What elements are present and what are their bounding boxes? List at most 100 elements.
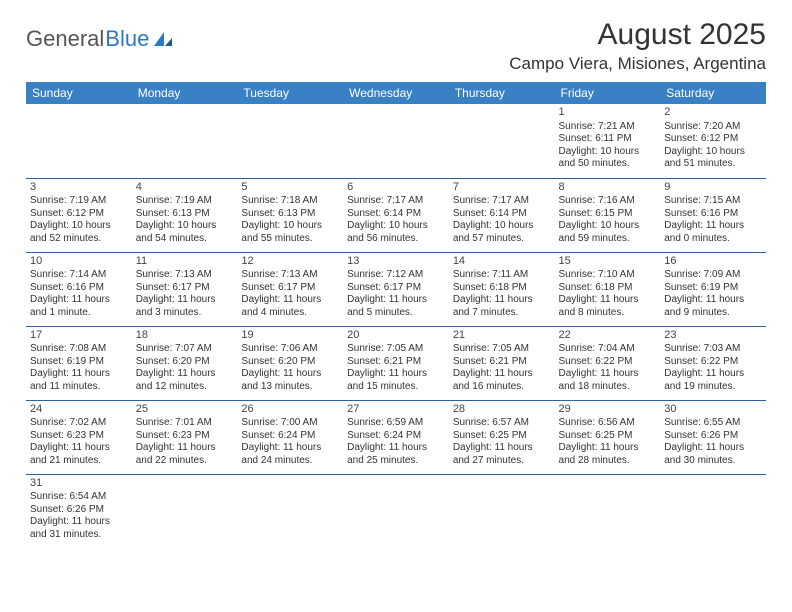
daylight-text: and 55 minutes. <box>241 233 339 246</box>
sunrise-text: Sunrise: 6:55 AM <box>664 417 762 430</box>
sunrise-text: Sunrise: 7:17 AM <box>453 195 551 208</box>
daylight-text: and 12 minutes. <box>136 381 234 394</box>
sunrise-text: Sunrise: 7:06 AM <box>241 343 339 356</box>
daylight-text: Daylight: 11 hours <box>30 442 128 455</box>
daylight-text: and 3 minutes. <box>136 307 234 320</box>
day-number: 9 <box>664 181 762 195</box>
daylight-text: Daylight: 11 hours <box>136 442 234 455</box>
daylight-text: and 11 minutes. <box>30 381 128 394</box>
daylight-text: Daylight: 11 hours <box>347 442 445 455</box>
daylight-text: Daylight: 10 hours <box>241 220 339 233</box>
sunset-text: Sunset: 6:25 PM <box>453 430 551 443</box>
daylight-text: Daylight: 11 hours <box>559 368 657 381</box>
daylight-text: Daylight: 11 hours <box>664 442 762 455</box>
daylight-text: and 13 minutes. <box>241 381 339 394</box>
calendar-cell: 26Sunrise: 7:00 AMSunset: 6:24 PMDayligh… <box>237 400 343 474</box>
daylight-text: Daylight: 11 hours <box>30 294 128 307</box>
daylight-text: Daylight: 11 hours <box>241 368 339 381</box>
calendar-cell: 27Sunrise: 6:59 AMSunset: 6:24 PMDayligh… <box>343 400 449 474</box>
day-number: 5 <box>241 181 339 195</box>
weekday-header: Monday <box>132 82 238 104</box>
sunset-text: Sunset: 6:14 PM <box>453 208 551 221</box>
sunrise-text: Sunrise: 6:59 AM <box>347 417 445 430</box>
sunset-text: Sunset: 6:19 PM <box>664 282 762 295</box>
sunset-text: Sunset: 6:17 PM <box>347 282 445 295</box>
daylight-text: and 15 minutes. <box>347 381 445 394</box>
daylight-text: and 9 minutes. <box>664 307 762 320</box>
sunrise-text: Sunrise: 6:56 AM <box>559 417 657 430</box>
day-number: 25 <box>136 403 234 417</box>
calendar-cell: 10Sunrise: 7:14 AMSunset: 6:16 PMDayligh… <box>26 252 132 326</box>
daylight-text: Daylight: 11 hours <box>347 368 445 381</box>
calendar-cell: 30Sunrise: 6:55 AMSunset: 6:26 PMDayligh… <box>660 400 766 474</box>
calendar-cell: 12Sunrise: 7:13 AMSunset: 6:17 PMDayligh… <box>237 252 343 326</box>
sunrise-text: Sunrise: 7:21 AM <box>559 121 657 134</box>
daylight-text: and 24 minutes. <box>241 455 339 468</box>
daylight-text: Daylight: 10 hours <box>453 220 551 233</box>
sunset-text: Sunset: 6:12 PM <box>664 133 762 146</box>
daylight-text: Daylight: 11 hours <box>559 442 657 455</box>
daylight-text: Daylight: 11 hours <box>453 294 551 307</box>
sunset-text: Sunset: 6:16 PM <box>664 208 762 221</box>
calendar-cell: 3Sunrise: 7:19 AMSunset: 6:12 PMDaylight… <box>26 178 132 252</box>
daylight-text: Daylight: 11 hours <box>136 368 234 381</box>
calendar-cell: 5Sunrise: 7:18 AMSunset: 6:13 PMDaylight… <box>237 178 343 252</box>
daylight-text: Daylight: 11 hours <box>241 294 339 307</box>
calendar-week: 1Sunrise: 7:21 AMSunset: 6:11 PMDaylight… <box>26 104 766 178</box>
title-block: August 2025 Campo Viera, Misiones, Argen… <box>509 18 766 74</box>
calendar-table: SundayMondayTuesdayWednesdayThursdayFrid… <box>26 82 766 548</box>
sunrise-text: Sunrise: 7:13 AM <box>241 269 339 282</box>
sunset-text: Sunset: 6:26 PM <box>30 504 128 517</box>
day-number: 18 <box>136 329 234 343</box>
daylight-text: Daylight: 11 hours <box>136 294 234 307</box>
day-number: 4 <box>136 181 234 195</box>
logo-text-gray: General <box>26 26 104 52</box>
daylight-text: and 21 minutes. <box>30 455 128 468</box>
sunset-text: Sunset: 6:21 PM <box>347 356 445 369</box>
sunset-text: Sunset: 6:24 PM <box>241 430 339 443</box>
calendar-cell <box>132 104 238 178</box>
sunset-text: Sunset: 6:25 PM <box>559 430 657 443</box>
calendar-cell: 11Sunrise: 7:13 AMSunset: 6:17 PMDayligh… <box>132 252 238 326</box>
calendar-week: 17Sunrise: 7:08 AMSunset: 6:19 PMDayligh… <box>26 326 766 400</box>
sunrise-text: Sunrise: 7:14 AM <box>30 269 128 282</box>
daylight-text: Daylight: 11 hours <box>559 294 657 307</box>
sunrise-text: Sunrise: 7:03 AM <box>664 343 762 356</box>
day-number: 11 <box>136 255 234 269</box>
sunset-text: Sunset: 6:17 PM <box>136 282 234 295</box>
sunrise-text: Sunrise: 7:00 AM <box>241 417 339 430</box>
weekday-header: Sunday <box>26 82 132 104</box>
sunrise-text: Sunrise: 6:57 AM <box>453 417 551 430</box>
calendar-cell <box>237 104 343 178</box>
sunset-text: Sunset: 6:19 PM <box>30 356 128 369</box>
daylight-text: Daylight: 11 hours <box>241 442 339 455</box>
calendar-cell: 28Sunrise: 6:57 AMSunset: 6:25 PMDayligh… <box>449 400 555 474</box>
day-number: 17 <box>30 329 128 343</box>
calendar-cell: 20Sunrise: 7:05 AMSunset: 6:21 PMDayligh… <box>343 326 449 400</box>
calendar-cell: 24Sunrise: 7:02 AMSunset: 6:23 PMDayligh… <box>26 400 132 474</box>
weekday-header: Wednesday <box>343 82 449 104</box>
calendar-cell <box>449 474 555 548</box>
sunrise-text: Sunrise: 7:19 AM <box>136 195 234 208</box>
calendar-cell: 19Sunrise: 7:06 AMSunset: 6:20 PMDayligh… <box>237 326 343 400</box>
calendar-cell: 2Sunrise: 7:20 AMSunset: 6:12 PMDaylight… <box>660 104 766 178</box>
calendar-cell: 16Sunrise: 7:09 AMSunset: 6:19 PMDayligh… <box>660 252 766 326</box>
daylight-text: Daylight: 10 hours <box>559 146 657 159</box>
sunrise-text: Sunrise: 7:17 AM <box>347 195 445 208</box>
sunset-text: Sunset: 6:14 PM <box>347 208 445 221</box>
sunset-text: Sunset: 6:22 PM <box>664 356 762 369</box>
calendar-cell <box>343 474 449 548</box>
daylight-text: and 51 minutes. <box>664 158 762 171</box>
weekday-header: Friday <box>555 82 661 104</box>
calendar-cell <box>237 474 343 548</box>
day-number: 19 <box>241 329 339 343</box>
day-number: 26 <box>241 403 339 417</box>
weekday-header-row: SundayMondayTuesdayWednesdayThursdayFrid… <box>26 82 766 104</box>
sunrise-text: Sunrise: 7:16 AM <box>559 195 657 208</box>
daylight-text: and 25 minutes. <box>347 455 445 468</box>
day-number: 20 <box>347 329 445 343</box>
sunrise-text: Sunrise: 7:01 AM <box>136 417 234 430</box>
weekday-header: Saturday <box>660 82 766 104</box>
day-number: 15 <box>559 255 657 269</box>
sunrise-text: Sunrise: 6:54 AM <box>30 491 128 504</box>
